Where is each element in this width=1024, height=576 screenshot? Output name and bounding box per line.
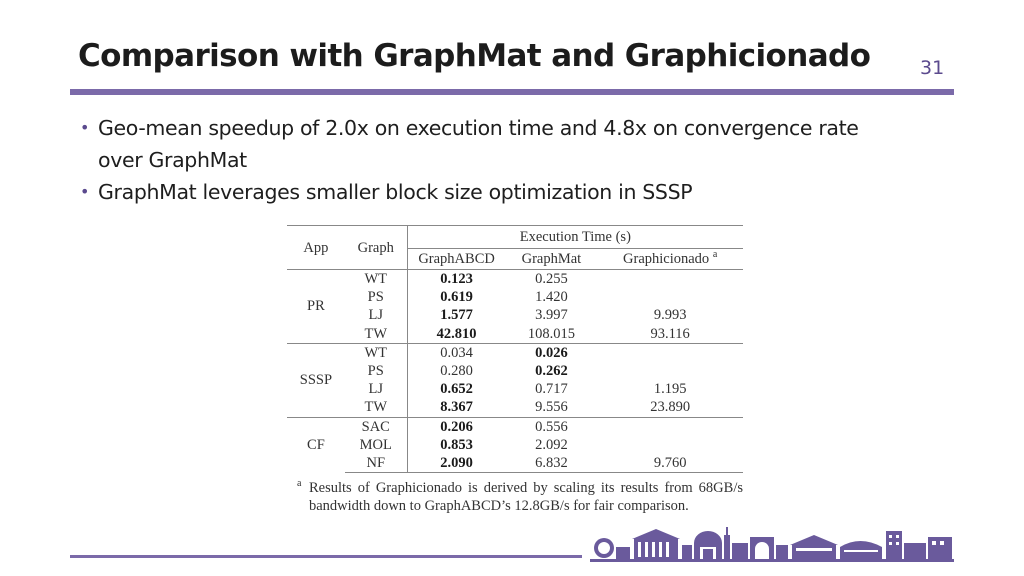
footnote-mark: a [712,249,718,261]
cell-graphmat: 2.092 [535,436,568,453]
table-row: TW 8.367 9.556 23.890 [287,398,743,418]
cell-graph: WT [344,269,408,289]
header-graphicionado-label: Graphicionado [623,251,710,267]
cell-graph: MOL [344,435,408,455]
cell-app: SSSP [287,342,345,418]
cell-graph: WT [344,342,408,363]
results-table: App Graph Execution Time (s) GraphABCD G… [287,225,743,474]
cell-graph: LJ [344,306,408,325]
cell-graph: LJ [344,380,408,399]
cell-graphicionado [597,436,743,454]
table-row: NF 2.090 6.832 9.760 [287,454,743,474]
slide-title: Comparison with GraphMat and Graphiciona… [78,38,871,74]
cell-graphicionado [597,342,743,363]
results-table-figure: App Graph Execution Time (s) GraphABCD G… [287,225,743,515]
cell-graphabcd: 0.034 [407,342,506,363]
table-row: PS 0.619 1.420 [287,288,743,307]
bullet-text: GraphMat leverages smaller block size op… [98,180,693,204]
cell-graphicionado [597,269,743,289]
bullet-dot-icon: • [80,182,90,201]
cell-graphabcd: 2.090 [407,454,506,474]
header-graphabcd: GraphABCD [418,251,495,267]
cell-graphmat: 0.556 [505,416,598,436]
bullet-list: • Geo-mean speedup of 2.0x on execution … [78,112,878,208]
cell-graphmat: 6.832 [505,454,598,474]
cell-graphmat: 0.717 [535,381,568,398]
table-row: SSSP WT 0.034 0.026 [287,342,743,418]
bullet-item: • GraphMat leverages smaller block size … [78,176,878,208]
cell-graphmat: 9.556 [535,399,568,416]
table-row: CF SAC 0.206 0.556 [287,416,743,473]
cell-graph: TW [344,324,408,344]
cell-graphicionado [597,362,743,380]
cell-graphmat: 0.026 [505,342,598,363]
table-row: LJ 0.652 0.717 1.195 [287,380,743,399]
cell-graphmat: 0.255 [505,269,598,289]
title-rule [70,89,954,95]
header-graph: Graph [344,225,408,270]
cell-graphmat: 3.997 [535,307,568,324]
cell-graphabcd: 0.206 [407,416,506,436]
cell-graph: NF [344,454,408,474]
cell-graphicionado [597,416,743,436]
cell-graphabcd: 0.123 [407,269,506,289]
cell-graphicionado [597,288,743,306]
table-body: PR WT 0.123 0.255 PS 0.619 1.420 LJ 1.577 3.997 9.… [287,269,743,474]
bullet-item: • Geo-mean speedup of 2.0x on execution … [78,112,878,176]
cell-graphabcd: 0.652 [440,381,473,398]
cell-graphicionado: 93.116 [650,325,690,342]
table-row: PS 0.280 0.262 [287,362,743,381]
table-row: TW 42.810 108.015 93.116 [287,324,743,344]
cell-graphabcd: 0.853 [440,436,473,453]
cell-graphmat: 108.015 [527,325,575,342]
header-execution-time: Execution Time (s) [407,225,743,249]
table-row: PR WT 0.123 0.255 [287,269,743,344]
cell-graph: SAC [344,416,408,436]
footnote-text: Results of Graphicionado is derived by s… [309,480,743,515]
cell-graphicionado: 23.890 [650,399,691,416]
cell-graphabcd: 42.810 [436,325,477,342]
cell-app: CF [287,416,345,473]
footnote-mark: a [297,478,302,490]
cell-graphicionado: 9.760 [597,454,743,474]
cell-graphicionado: 1.195 [653,381,687,398]
bullet-text: Geo-mean speedup of 2.0x on execution ti… [98,116,859,172]
slide-number: 31 [920,57,945,79]
cell-graph: PS [344,288,408,307]
campus-skyline-icon [590,527,954,562]
header-app: App [287,225,345,270]
cell-graphabcd: 0.280 [440,363,473,380]
bullet-dot-icon: • [80,118,90,137]
table-footnote: a Results of Graphicionado is derived by… [287,478,743,515]
cell-graphabcd: 0.619 [440,289,473,306]
bottom-rule [70,555,582,558]
cell-graph: PS [344,362,408,381]
cell-graph: TW [344,398,408,418]
table-row: LJ 1.577 3.997 9.993 [287,306,743,325]
cell-app: PR [287,269,345,344]
cell-graphabcd: 1.577 [440,307,473,324]
cell-graphabcd: 8.367 [440,399,473,416]
header-graphmat: GraphMat [521,251,582,267]
table-row: MOL 0.853 2.092 [287,435,743,455]
header-graphicionado: Graphicionado a [597,249,743,270]
cell-graphmat: 0.262 [535,363,568,380]
cell-graphmat: 1.420 [535,289,568,306]
cell-graphicionado: 9.993 [653,307,687,324]
